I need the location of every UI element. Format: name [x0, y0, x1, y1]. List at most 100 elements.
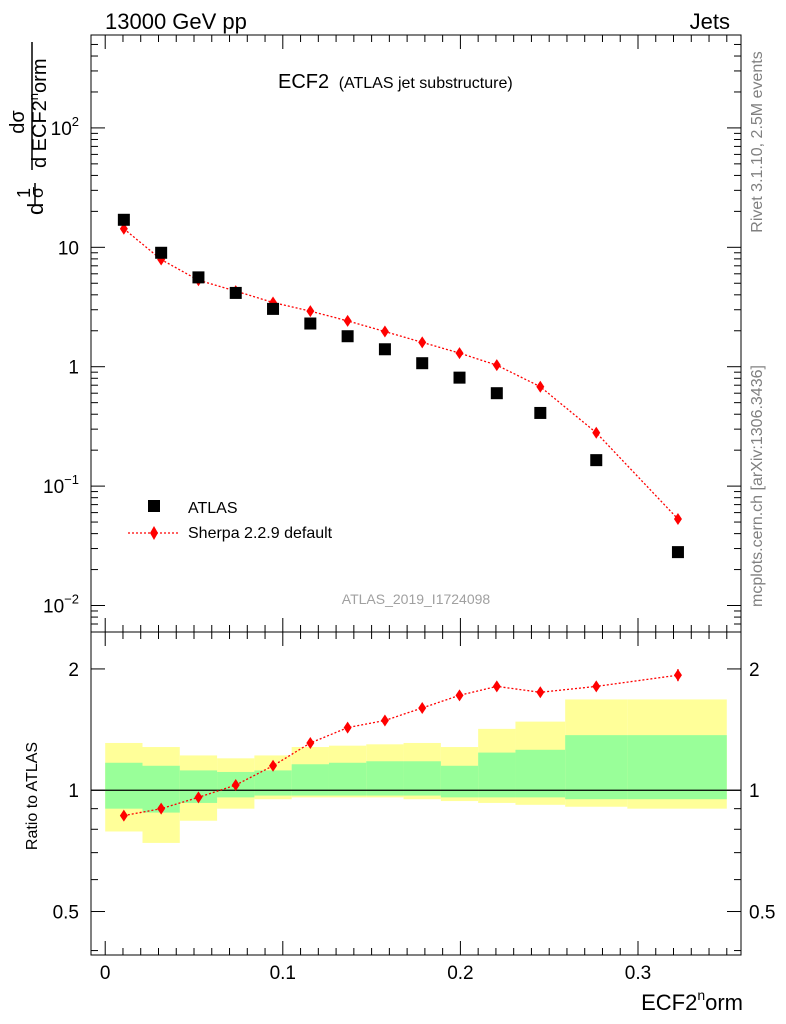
ratio-point [492, 680, 501, 693]
ratio-point [343, 721, 352, 734]
atlas-point [267, 302, 280, 315]
ratio-point [380, 714, 389, 727]
atlas-point [155, 246, 168, 259]
legend: ATLAS Sherpa 2.2.9 default [128, 500, 333, 542]
x-label-sup: n [697, 987, 705, 1003]
atlas-point [304, 317, 317, 330]
sherpa-point [380, 325, 389, 338]
plot-title-main: ECF2 [278, 71, 329, 93]
source-label: mcplots.cern.ch [arXiv:1306.3436] [749, 365, 766, 607]
ratio-point [455, 689, 464, 702]
main-y-tick-base: 10 [43, 477, 64, 498]
plot-title-sub: (ATLAS jet substructure) [339, 75, 513, 92]
svg-text:σ: σ [27, 187, 47, 198]
main-y-tick-label: 1 [68, 358, 79, 379]
atlas-point [453, 371, 466, 384]
ratio-y-tick-label-right: 0.5 [749, 903, 775, 924]
axes-frames [90, 34, 742, 956]
sherpa-point [306, 305, 315, 318]
main-panel-frame [90, 34, 742, 633]
ratio-line [123, 674, 679, 817]
sherpa-line [123, 228, 679, 520]
ratio-point [194, 791, 203, 804]
atlas-point [671, 546, 684, 559]
ratio-uncertainty-bands [105, 699, 727, 843]
ratio-point [157, 802, 166, 815]
main-y-tick-label: 10−1 [43, 472, 79, 498]
ratio-y-tick-label-right: 1 [749, 781, 760, 802]
atlas-point [117, 213, 130, 226]
legend-sherpa-label: Sherpa 2.2.9 default [188, 525, 333, 542]
ratio-point [269, 759, 278, 772]
ratio-point [306, 736, 315, 749]
y-label-one: 1 [14, 188, 34, 198]
svg-text:dσ: dσ [7, 110, 29, 134]
main-y-tick-label: 10 [58, 238, 79, 259]
sherpa-point [492, 359, 501, 372]
x-tick-label: 0.2 [447, 963, 473, 984]
axis-ticks [91, 34, 741, 955]
ratio-series [119, 669, 682, 822]
sherpa-point [536, 380, 545, 393]
ratio-point [536, 686, 545, 699]
ratio-point [231, 779, 240, 792]
ratio-y-tick-label-left: 1 [68, 781, 79, 802]
ratio-point [418, 701, 427, 714]
ratio-y-axis-label: Ratio to ATLAS [24, 742, 41, 850]
atlas-point [378, 343, 391, 356]
sherpa-series [119, 222, 682, 526]
ratio-y-tick-label-left: 0.5 [53, 903, 79, 924]
x-tick-label: 0.3 [625, 963, 651, 984]
plot-title: ECF2 (ATLAS jet substructure) [278, 71, 513, 93]
main-y-tick-label: 102 [51, 114, 79, 140]
atlas-point [229, 286, 242, 299]
legend-atlas-marker [148, 500, 160, 512]
ratio-point [592, 680, 601, 693]
sherpa-point [673, 513, 682, 526]
inner-band-bin [627, 735, 727, 800]
inner-band-bin [440, 765, 479, 798]
main-y-tick-base: 10 [43, 597, 64, 618]
ratio-point [119, 809, 128, 822]
atlas-point [534, 406, 547, 419]
y-label-suffix: orm [29, 59, 51, 93]
main-y-tick-exponent: −1 [64, 472, 79, 487]
legend-atlas-label: ATLAS [188, 500, 238, 517]
analysis-watermark: ATLAS_2019_I1724098 [342, 591, 491, 607]
atlas-point [590, 454, 603, 467]
atlas-point [490, 387, 503, 400]
x-tick-label: 0 [100, 963, 111, 984]
inner-band-bin [565, 735, 628, 800]
legend-sherpa-marker [150, 526, 158, 540]
main-y-axis-label: d 1 σ dσ d ECF2norm [7, 42, 51, 215]
header-right-label: Jets [690, 9, 730, 34]
atlas-series [117, 213, 684, 559]
atlas-point [192, 271, 205, 284]
x-label-suffix: orm [705, 990, 743, 1015]
main-y-tick-exponent: 2 [72, 114, 79, 129]
svg-text:d: d [23, 203, 48, 215]
x-label-main: ECF2 [641, 990, 697, 1015]
sherpa-point [592, 426, 601, 439]
y-label-denominator: d ECF2 [29, 100, 51, 168]
sherpa-point [455, 347, 464, 360]
x-axis-label: ECF2norm [641, 987, 743, 1015]
atlas-point [341, 330, 354, 343]
svg-text:d ECF2norm: d ECF2norm [26, 59, 51, 169]
header-left-label: 13000 GeV pp [105, 9, 247, 34]
inner-band-bin [105, 762, 143, 809]
atlas-point [416, 357, 429, 370]
main-y-tick-exponent: −2 [64, 592, 79, 607]
y-label-sigma: σ [27, 187, 47, 198]
sherpa-point [157, 253, 166, 266]
main-y-tick-base: 10 [51, 119, 72, 140]
sherpa-point [343, 314, 352, 327]
y-label-sup: n [26, 93, 41, 100]
x-tick-label: 0.1 [270, 963, 296, 984]
sherpa-point [418, 336, 427, 349]
main-y-tick-label: 10−2 [43, 592, 79, 618]
rivet-version-label: Rivet 3.1.10, 2.5M events [749, 51, 766, 232]
inner-band-bin [515, 749, 566, 798]
